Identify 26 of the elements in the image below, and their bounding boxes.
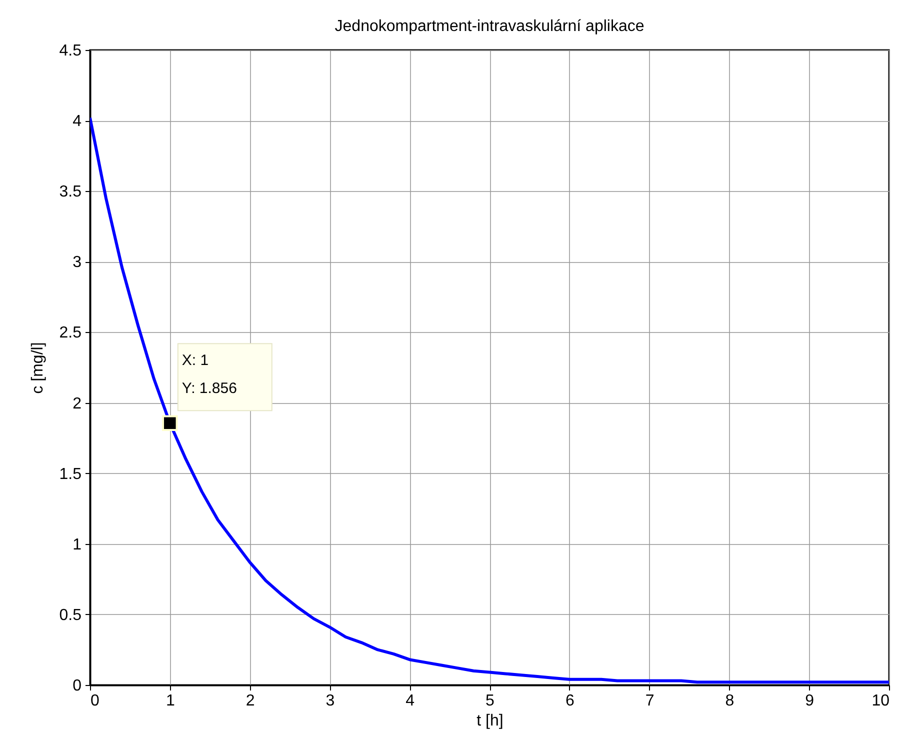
y-tick-label: 1 <box>72 536 82 554</box>
x-axis-title: t [h] <box>476 712 504 730</box>
y-tick-label: 1.5 <box>59 466 82 483</box>
y-tick-label: 0 <box>72 678 82 694</box>
x-tick-label: 10 <box>872 692 890 710</box>
x-tick-label: 6 <box>565 692 574 710</box>
y-tick-label: 3 <box>72 254 82 272</box>
y-tick-label: 2 <box>72 395 82 412</box>
x-tick-label: 8 <box>725 692 734 710</box>
y-tick-label: 2.5 <box>59 324 82 342</box>
y-axis-title: c [mg/l] <box>29 342 46 394</box>
chart-title: Jednokompartment-intravaskulární aplikace <box>334 18 644 35</box>
y-tick-label: 4 <box>72 113 82 130</box>
x-tick-label: 1 <box>166 692 175 710</box>
y-tick-label: 0.5 <box>59 606 82 624</box>
annotation: X: 1 Y: 1.856 <box>182 352 237 398</box>
x-tick-label: 7 <box>645 692 654 710</box>
line-series <box>90 116 889 684</box>
y-tick-label: 3.5 <box>59 184 82 201</box>
y-tick-label: 4.5 <box>59 42 82 60</box>
x-tick-label: 5 <box>486 692 495 710</box>
x-tick-label: 2 <box>246 692 255 710</box>
x-tick-label: 3 <box>326 692 335 710</box>
x-tick-label: 9 <box>805 692 814 710</box>
x-tick-label: 0 <box>90 692 100 710</box>
x-tick-label: 4 <box>406 692 415 710</box>
